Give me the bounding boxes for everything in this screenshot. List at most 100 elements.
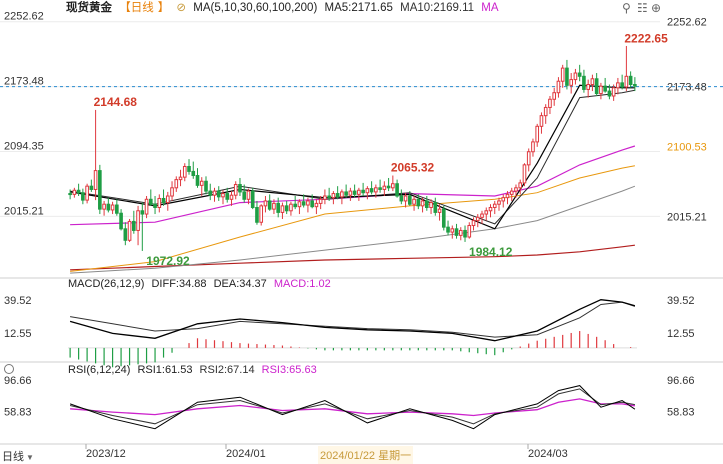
candle-body [119,212,123,230]
pin-icon[interactable]: ⚲ [622,1,631,15]
candle-body [208,190,213,196]
candle-body [408,195,412,205]
candle-body [565,67,569,86]
candle-body [552,92,557,100]
candle-body [323,195,327,200]
ma200-line [70,244,635,271]
candle-body [216,190,221,198]
rsi-tick-label-left: 96.66 [4,375,32,387]
candle-body [110,204,115,211]
chart-legend-ma: 现货黄金 【日线】 ⊘ MA(5,10,30,60,100,200) MA5:2… [66,2,499,14]
candle-body [531,141,535,153]
rsi-tick-label-left: 58.83 [4,406,32,418]
candle-body [535,125,540,143]
candle-body [102,203,106,210]
ma-settings-icon[interactable]: ⊘ [176,2,187,14]
candle-body [603,85,607,92]
candle-body [297,201,302,208]
ma30-line [70,145,636,226]
candle-body [616,82,620,89]
candle-body [225,193,230,200]
rsi1-value: RSI1:61.53 [137,364,193,376]
candle-body [480,213,484,218]
candle-body [165,195,170,204]
candle-body [348,190,353,196]
candle-body [242,191,247,200]
candle-body [590,78,595,86]
candle-body [577,72,582,77]
instrument-name: 现货黄金 [66,2,112,14]
x-axis-label-jan: 2024/01 [226,448,266,460]
candle-body [382,185,387,190]
candle-body [123,228,128,241]
candle-body [386,185,391,189]
price-tick-label-right: 2100.53 [667,141,707,153]
candle-body [340,191,344,198]
candle-body [289,203,293,212]
rsi1-line [69,385,636,430]
rsi-params: RSI(6,12,24) [68,364,131,376]
macd-tick-label-right: 39.52 [667,295,695,307]
candle-body [556,80,561,94]
candle-body [594,78,599,95]
caret-down-icon: ▼ [26,453,34,462]
rsi2-line [69,388,635,425]
candle-body [204,180,208,192]
ma60-line [70,165,635,272]
candle-body [586,84,590,90]
candle-body [85,185,89,201]
candle-body [620,82,624,88]
macd-macd: MACD:1.02 [273,278,331,290]
price-annotation: 1972.92 [146,254,190,268]
candle-body [416,198,421,207]
period-selector[interactable]: 日线 ▼ [2,448,34,464]
candle-body [467,225,472,238]
rsi-settings-icon[interactable] [4,364,14,374]
period-selector-label: 日线 [2,451,24,463]
candle-body [140,210,145,215]
price-tick-label-right: 2173.48 [667,82,707,94]
candle-body [161,197,166,204]
candle-body [522,164,527,184]
candle-body [280,205,285,213]
candle-body [132,220,136,231]
candle-body [463,229,467,238]
candle-body [501,197,506,202]
candle-body [497,200,501,205]
candle-body [229,194,234,200]
macd-diff: DIFF:34.88 [151,278,207,290]
candle-body [153,203,157,208]
price-tick-label-left: 2015.21 [4,205,44,217]
candle-body [284,205,289,212]
candle-body [374,187,378,193]
indicator-settings-icon[interactable]: ☷ [637,1,648,15]
cursor-date-label: 2024/01/22 星期一 [318,446,414,464]
candle-body [98,170,102,210]
candle-body [174,179,179,189]
candle-body [170,187,174,197]
candle-body [543,106,548,117]
ma10-value: MA10:2169.11 [400,2,475,14]
candle-body [106,203,111,211]
candle-body [424,200,429,208]
candle-body [399,195,404,202]
candle-body [233,184,238,196]
candle-body [429,202,433,208]
rsi-tick-label-right: 96.66 [667,375,695,387]
candle-body [395,183,399,197]
price-annotation: 2144.68 [94,95,138,109]
candle-body [378,187,382,190]
candle-body [403,195,408,202]
candle-body [255,206,259,223]
candle-body [293,203,297,208]
candle-body [272,202,276,210]
candle-body [518,182,523,189]
zoom-icon[interactable]: ⊕ [651,1,662,15]
candle-body [433,202,438,213]
candle-body [514,187,518,192]
candle-body [238,184,242,193]
candle-body [301,201,306,206]
macd-legend: MACD(26,12,9) DIFF:34.88 DEA:34.37 MACD:… [68,278,335,291]
candle-body [314,202,319,208]
candle-body [611,87,616,97]
